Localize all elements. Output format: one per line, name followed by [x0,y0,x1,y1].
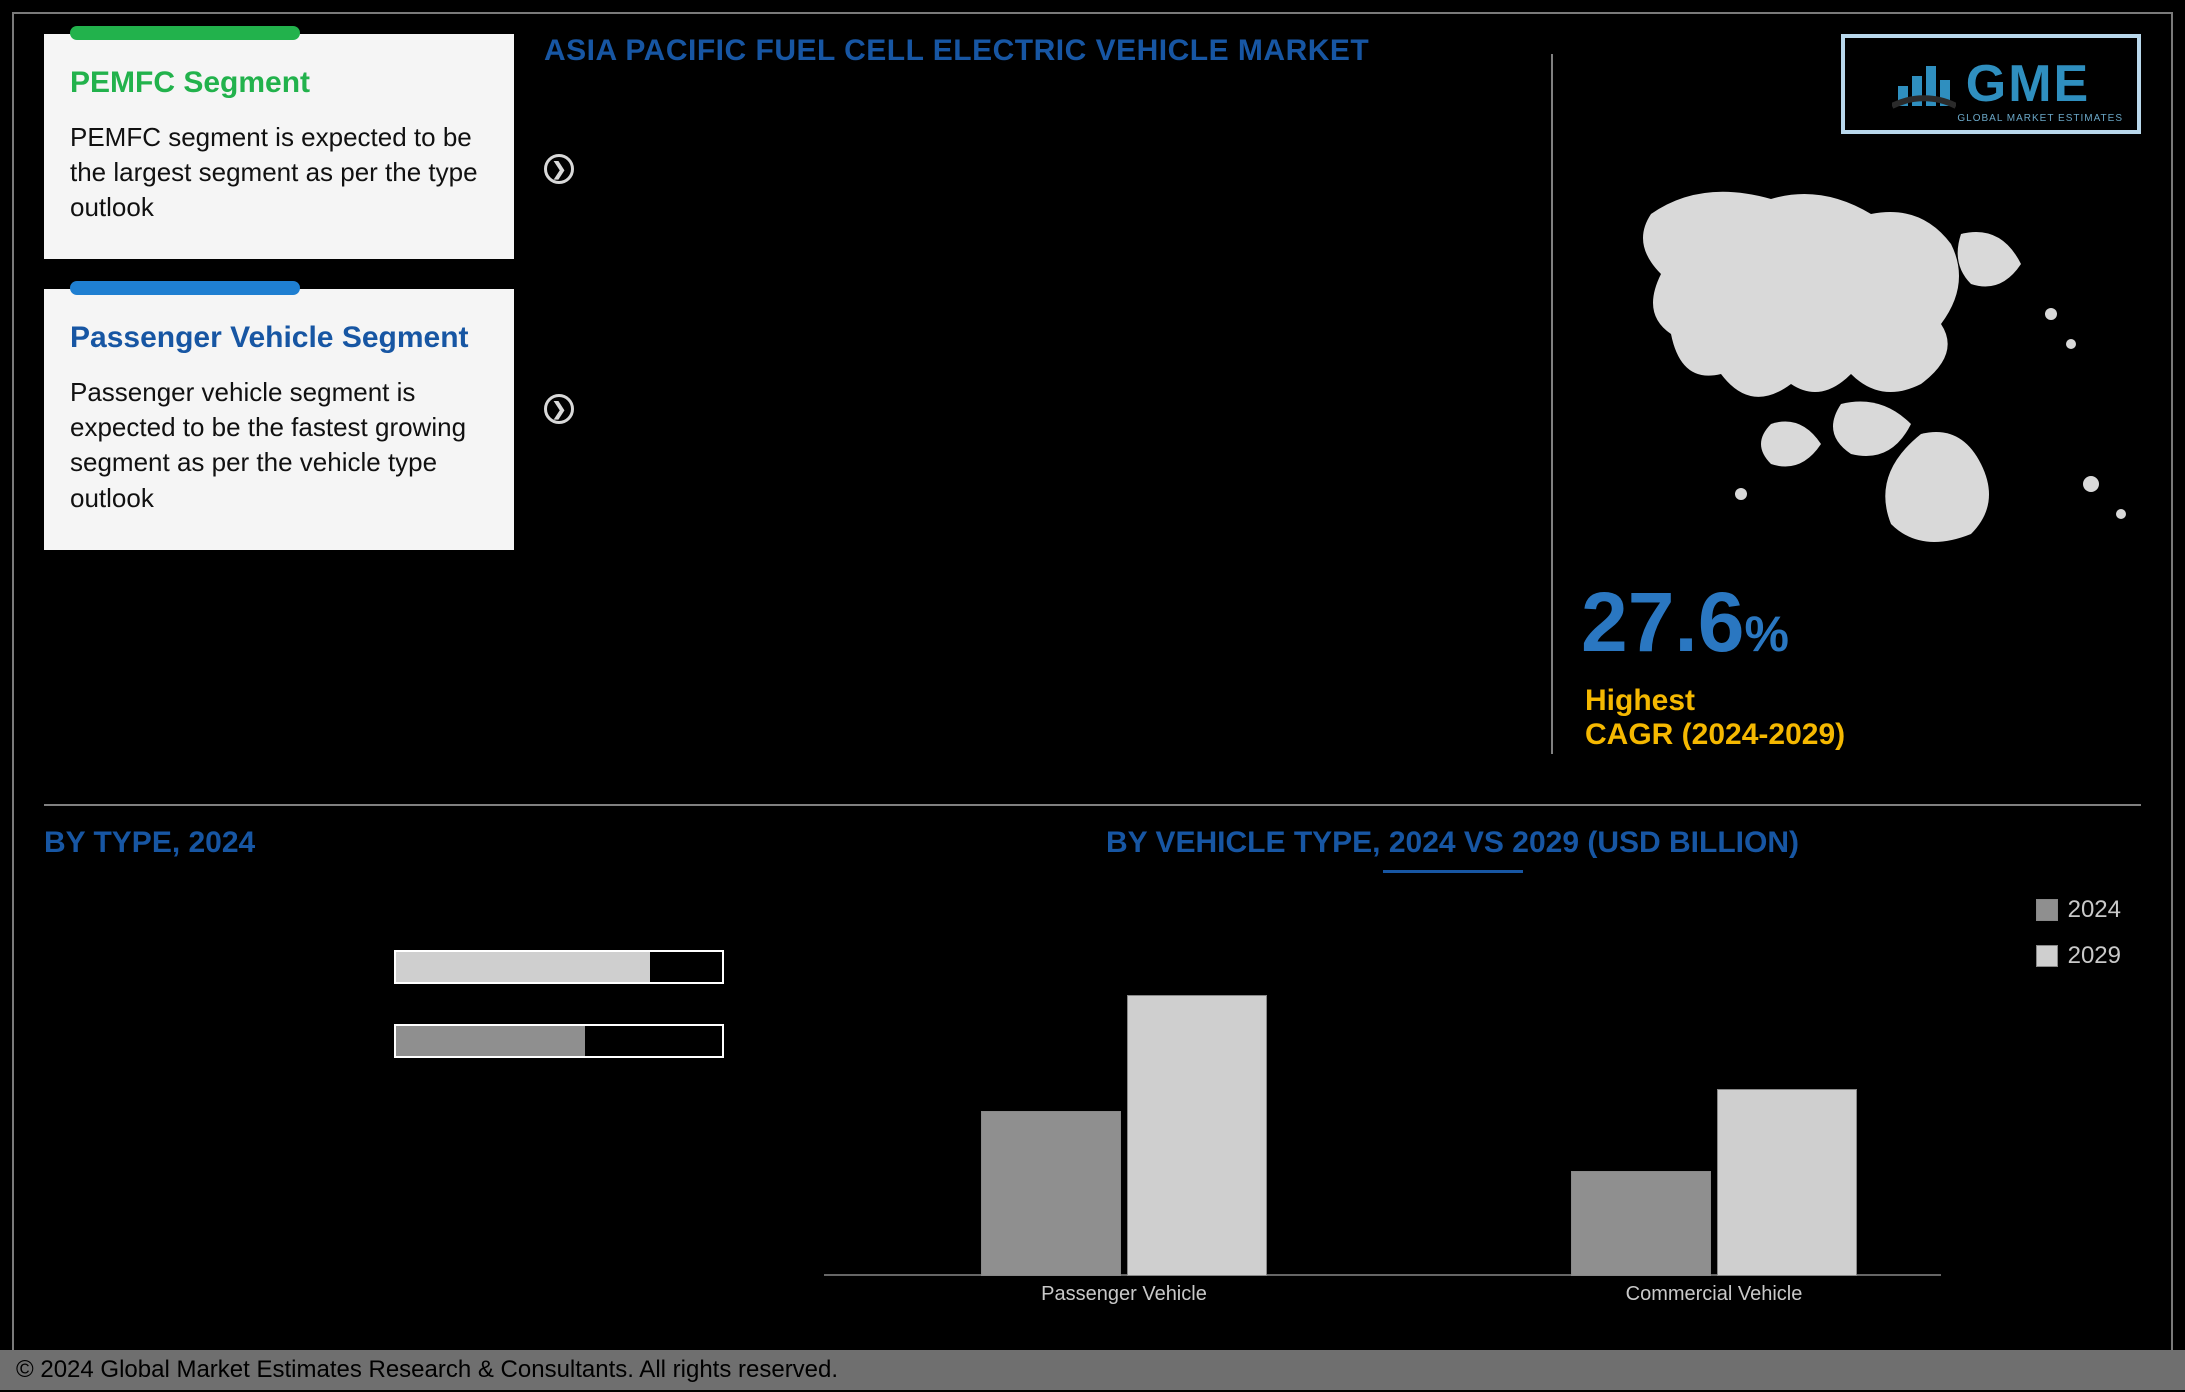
card-title: Passenger Vehicle Segment [70,321,488,355]
x-axis-label: Passenger Vehicle [974,1283,1274,1306]
bar-2029 [1717,1089,1857,1276]
asia-pacific-map-icon [1621,174,2141,554]
hbar-fill [396,1026,585,1056]
legend-item: 2029 [2036,942,2121,970]
bar-group [1564,1089,1864,1276]
bar-2024 [981,1111,1121,1276]
card-passenger: Passenger Vehicle Segment Passenger vehi… [44,289,514,549]
top-row: PEMFC Segment PEMFC segment is expected … [44,34,2141,794]
bar-2029 [1127,995,1267,1276]
infographic-container: PEMFC Segment PEMFC segment is expected … [12,12,2173,1380]
legend-swatch-icon [2036,945,2058,967]
bar-group [974,995,1274,1276]
logo-subtext: GLOBAL MARKET ESTIMATES [1957,113,2123,124]
card-title: PEMFC Segment [70,66,488,100]
legend-swatch-icon [2036,899,2058,921]
cagr-percent-sign: % [1745,606,1789,662]
hbar-fill [396,952,650,982]
card-body: PEMFC segment is expected to be the larg… [70,120,488,225]
hbar-row [394,950,724,984]
left-column: PEMFC Segment PEMFC segment is expected … [44,34,514,794]
by-type-panel: BY TYPE, 2024 [44,826,724,1346]
card-accent-blue [70,281,300,295]
horizontal-divider [44,804,2141,806]
cagr-value: 27.6% [1581,574,1789,671]
bottom-row: BY TYPE, 2024 BY VEHICLE TYPE, 2024 VS 2… [44,826,2141,1346]
card-pemfc: PEMFC Segment PEMFC segment is expected … [44,34,514,259]
chevron-circle-icon: ❯ [544,394,574,424]
vertical-divider [1551,54,1553,754]
by-type-title: BY TYPE, 2024 [44,826,724,860]
x-axis-label: Commercial Vehicle [1564,1283,1864,1306]
cagr-label: Highest CAGR (2024-2029) [1585,684,1845,752]
by-type-chart [394,950,724,1058]
card-body: Passenger vehicle segment is expected to… [70,375,488,515]
page-title: ASIA PACIFIC FUEL CELL ELECTRIC VEHICLE … [544,34,1551,68]
logo-graphic-icon [1892,56,1956,112]
card-accent-green [70,26,300,40]
bar-2024 [1571,1171,1711,1276]
chevron-circle-icon: ❯ [544,154,574,184]
hbar-row [394,1024,724,1058]
footer-copyright: © 2024 Global Market Estimates Research … [0,1350,2185,1390]
legend-item: 2024 [2036,896,2121,924]
logo: GME GLOBAL MARKET ESTIMATES [1841,34,2141,134]
cagr-label-line2: CAGR (2024-2029) [1585,718,1845,752]
legend-label: 2024 [2068,896,2121,924]
legend: 2024 2029 [2036,896,2121,988]
by-vehicle-title: BY VEHICLE TYPE, 2024 VS 2029 (USD BILLI… [1106,826,1799,859]
legend-label: 2029 [2068,942,2121,970]
grouped-bar-chart: Passenger Vehicle Commercial Vehicle [824,906,1941,1306]
middle-column: ASIA PACIFIC FUEL CELL ELECTRIC VEHICLE … [544,34,1551,794]
cagr-number: 27.6 [1581,575,1745,669]
by-vehicle-panel: BY VEHICLE TYPE, 2024 VS 2029 (USD BILLI… [764,826,2141,1346]
right-column: GME GLOBAL MARKET ESTIMATES [1581,34,2141,794]
title-underline [1383,870,1523,873]
cagr-label-line1: Highest [1585,684,1845,718]
logo-text: GME [1966,54,2090,114]
